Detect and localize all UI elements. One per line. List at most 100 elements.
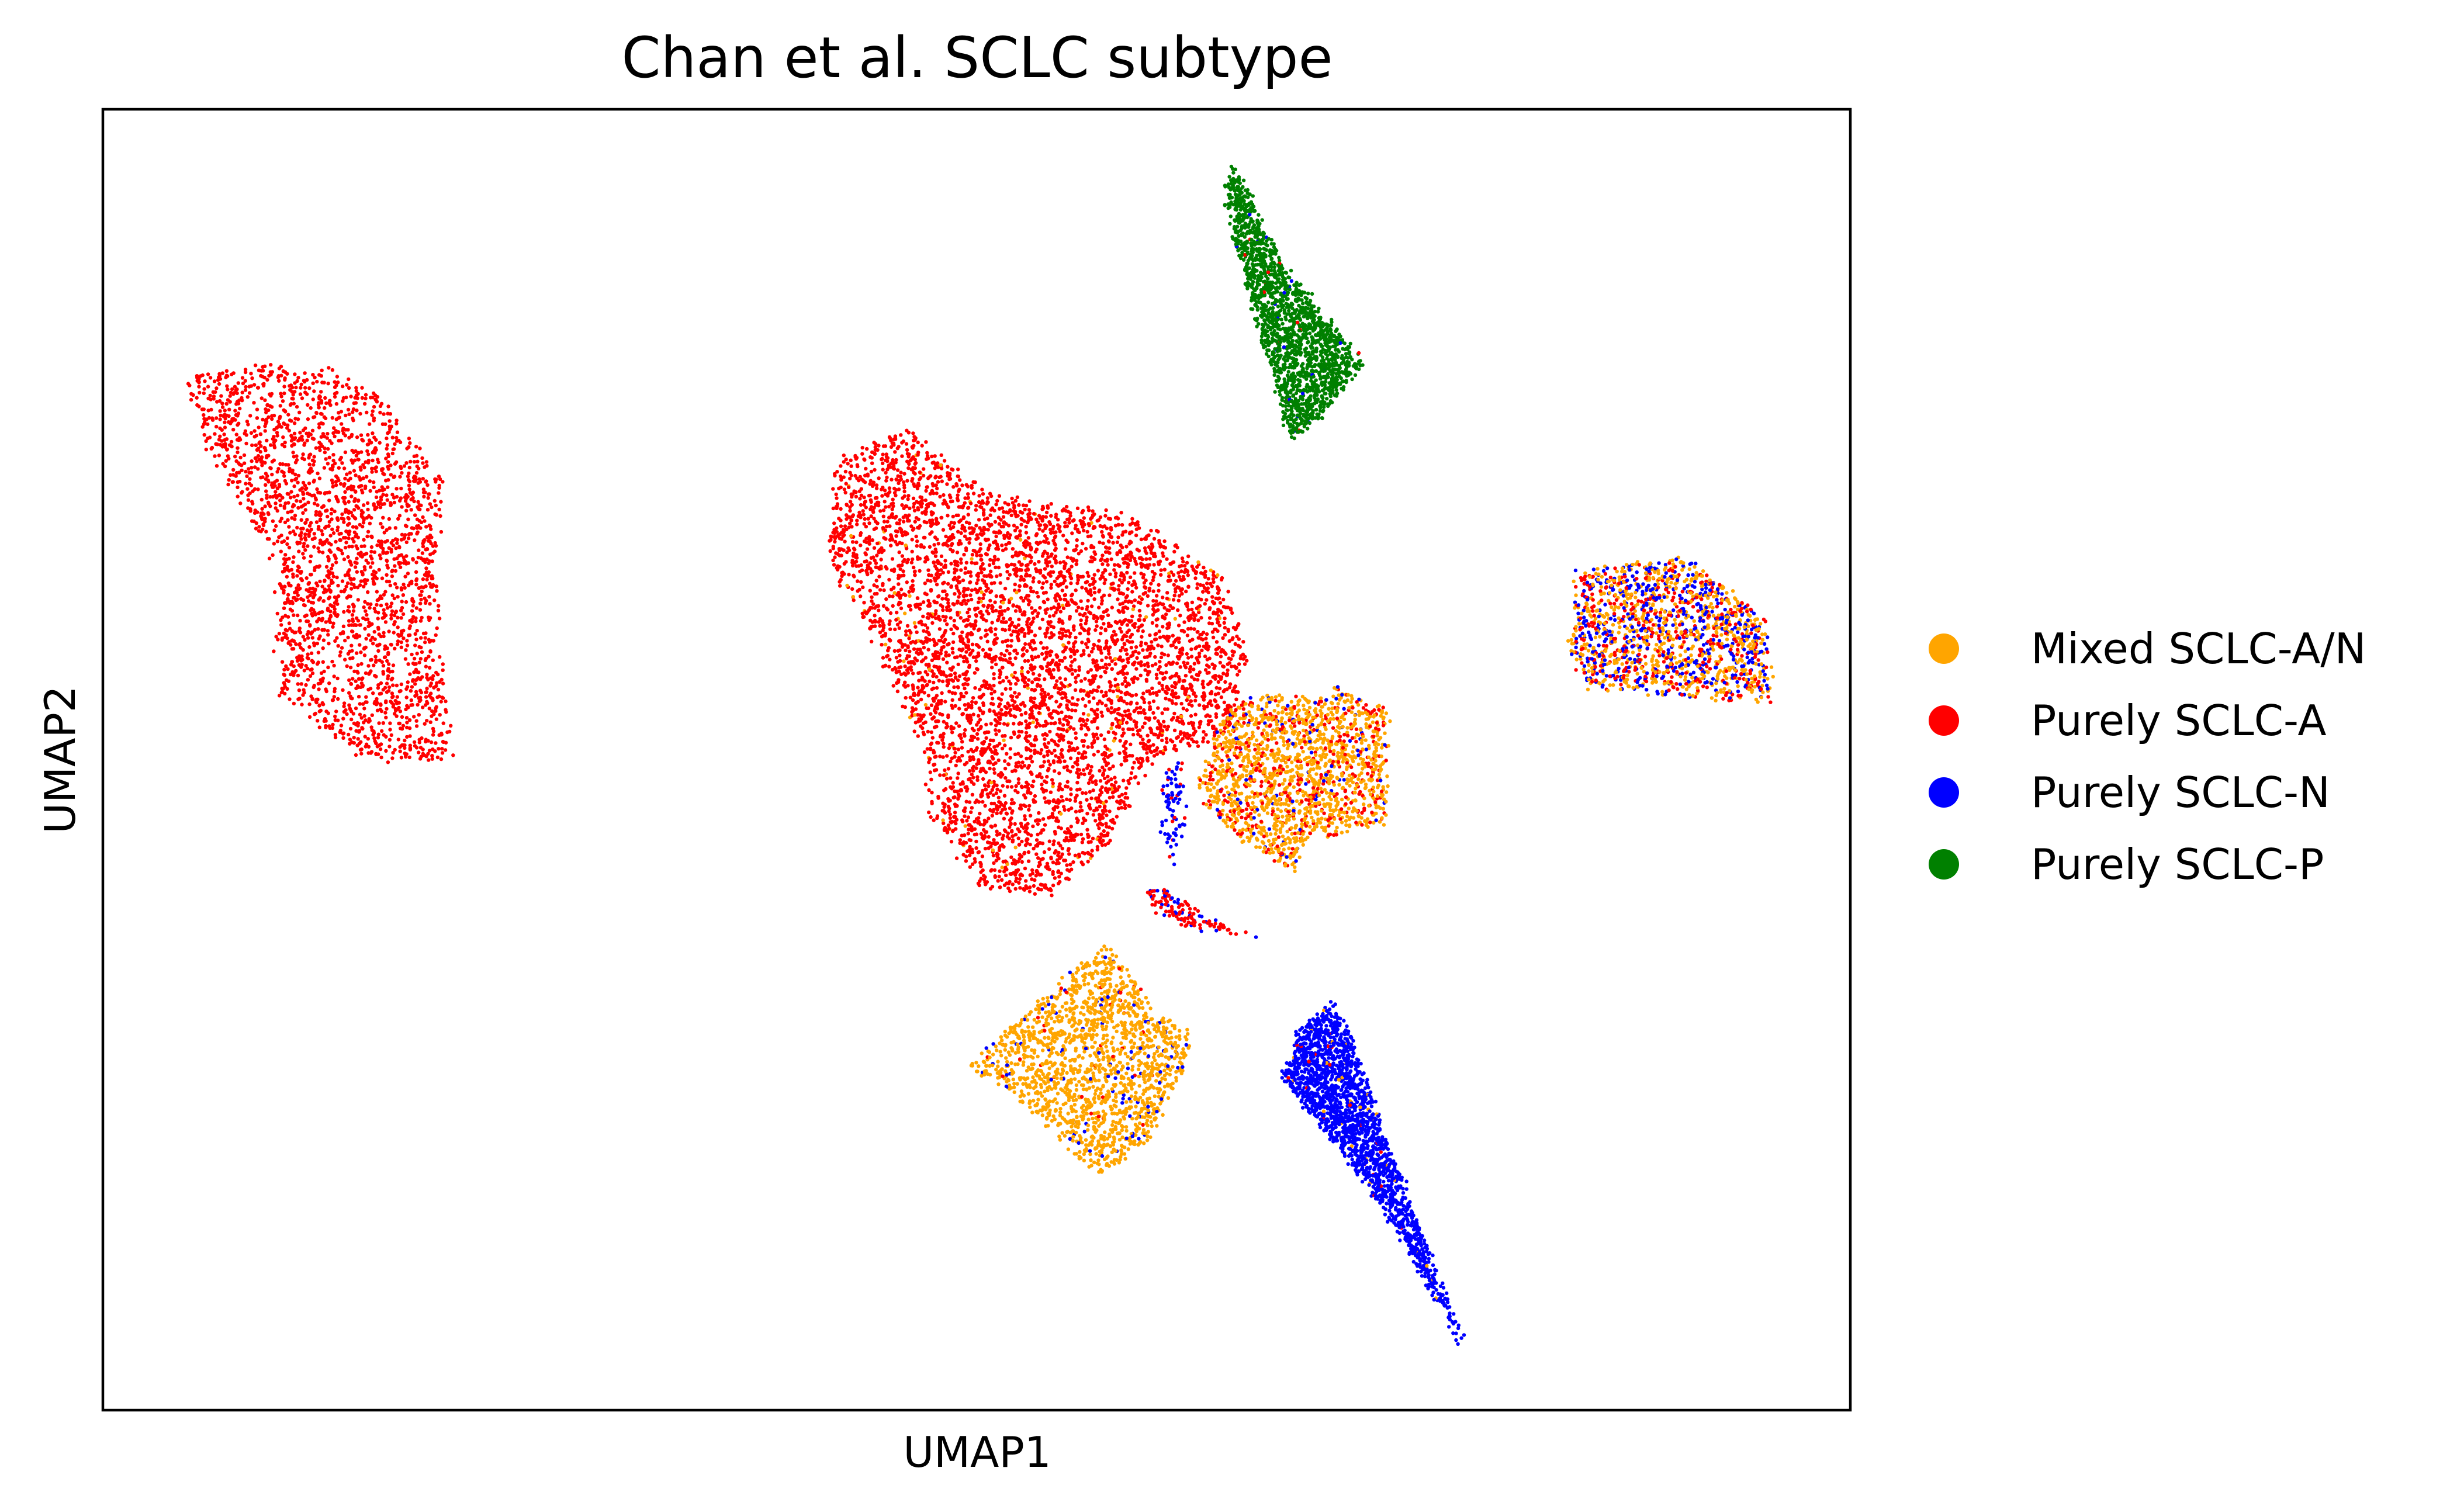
scatter-point — [1067, 740, 1071, 745]
scatter-point — [337, 466, 341, 470]
scatter-point — [882, 520, 887, 524]
scatter-point — [1100, 714, 1105, 718]
scatter-point — [320, 610, 324, 614]
scatter-point — [395, 695, 399, 699]
scatter-point — [303, 638, 307, 642]
scatter-point — [264, 483, 268, 487]
scatter-point — [355, 556, 359, 560]
scatter-point — [1179, 730, 1183, 734]
scatter-point — [932, 680, 936, 685]
scatter-point — [996, 758, 1001, 763]
scatter-point — [317, 709, 321, 714]
scatter-point — [343, 587, 347, 592]
scatter-point — [1132, 760, 1136, 765]
scatter-point — [1074, 809, 1078, 814]
scatter-point — [1039, 692, 1043, 696]
scatter-point — [204, 448, 208, 452]
scatter-point — [348, 476, 352, 480]
scatter-point — [236, 446, 240, 450]
scatter-point — [985, 639, 989, 643]
scatter-point — [394, 683, 399, 688]
scatter-point — [408, 624, 412, 628]
scatter-point — [1045, 536, 1049, 541]
scatter-point — [275, 434, 279, 438]
scatter-point — [1048, 729, 1052, 734]
scatter-point — [293, 390, 297, 394]
scatter-point — [351, 677, 355, 681]
scatter-point — [845, 583, 849, 588]
scatter-point — [1164, 612, 1168, 617]
scatter-point — [306, 652, 310, 656]
scatter-point — [366, 590, 370, 594]
scatter-point — [438, 655, 442, 659]
scatter-point — [366, 529, 371, 534]
scatter-point — [312, 501, 317, 506]
scatter-point — [236, 450, 240, 455]
scatter-point — [388, 427, 392, 431]
scatter-point — [892, 649, 897, 653]
scatter-point — [1056, 819, 1061, 823]
scatter-point — [263, 429, 267, 433]
scatter-point — [252, 383, 257, 387]
scatter-point — [940, 597, 944, 601]
scatter-point — [202, 413, 206, 417]
scatter-point — [252, 435, 257, 439]
scatter-point — [279, 623, 283, 627]
scatter-point — [380, 616, 385, 620]
scatter-point — [358, 643, 362, 647]
scatter-point — [383, 540, 387, 544]
scatter-point — [1186, 656, 1191, 660]
scatter-point — [1053, 749, 1057, 753]
scatter-point — [431, 674, 435, 678]
scatter-point — [259, 444, 263, 448]
scatter-point — [984, 736, 988, 740]
scatter-point — [1015, 525, 1019, 530]
scatter-point — [369, 725, 373, 729]
scatter-point — [288, 626, 292, 631]
scatter-point — [410, 609, 414, 613]
scatter-point — [946, 581, 950, 586]
scatter-point — [400, 505, 404, 509]
scatter-point — [347, 691, 351, 695]
scatter-point — [951, 631, 956, 636]
scatter-point — [386, 485, 390, 489]
scatter-point — [413, 475, 417, 479]
scatter-point — [1021, 628, 1025, 632]
scatter-point — [434, 503, 438, 508]
scatter-point — [994, 565, 998, 570]
scatter-point — [1096, 685, 1101, 689]
scatter-point — [309, 406, 313, 410]
scatter-point — [1116, 522, 1120, 527]
scatter-point — [291, 574, 295, 579]
scatter-point — [425, 686, 429, 691]
scatter-point — [913, 462, 917, 466]
scatter-point — [969, 810, 973, 815]
scatter-point — [282, 682, 287, 687]
scatter-point — [1099, 626, 1103, 630]
scatter-point — [330, 517, 334, 521]
scatter-point — [250, 519, 254, 523]
scatter-point — [358, 522, 362, 527]
scatter-point — [904, 629, 908, 633]
scatter-point — [1055, 679, 1059, 683]
scatter-point — [396, 595, 400, 599]
scatter-point — [854, 540, 859, 545]
scatter-point — [393, 569, 398, 573]
scatter-point — [275, 611, 279, 616]
scatter-point — [1034, 725, 1039, 729]
scatter-point — [899, 433, 903, 437]
scatter-point — [306, 403, 310, 407]
scatter-point — [926, 729, 930, 734]
scatter-point — [231, 428, 236, 432]
scatter-point — [437, 507, 441, 511]
scatter-point — [420, 615, 424, 620]
scatter-point — [959, 691, 963, 696]
scatter-point — [1044, 580, 1049, 584]
scatter-point — [941, 818, 945, 822]
scatter-point — [400, 600, 404, 604]
scatter-point — [881, 656, 885, 660]
scatter-point — [309, 694, 313, 698]
scatter-point — [399, 553, 404, 557]
scatter-point — [421, 558, 425, 562]
scatter-point — [1172, 711, 1176, 716]
